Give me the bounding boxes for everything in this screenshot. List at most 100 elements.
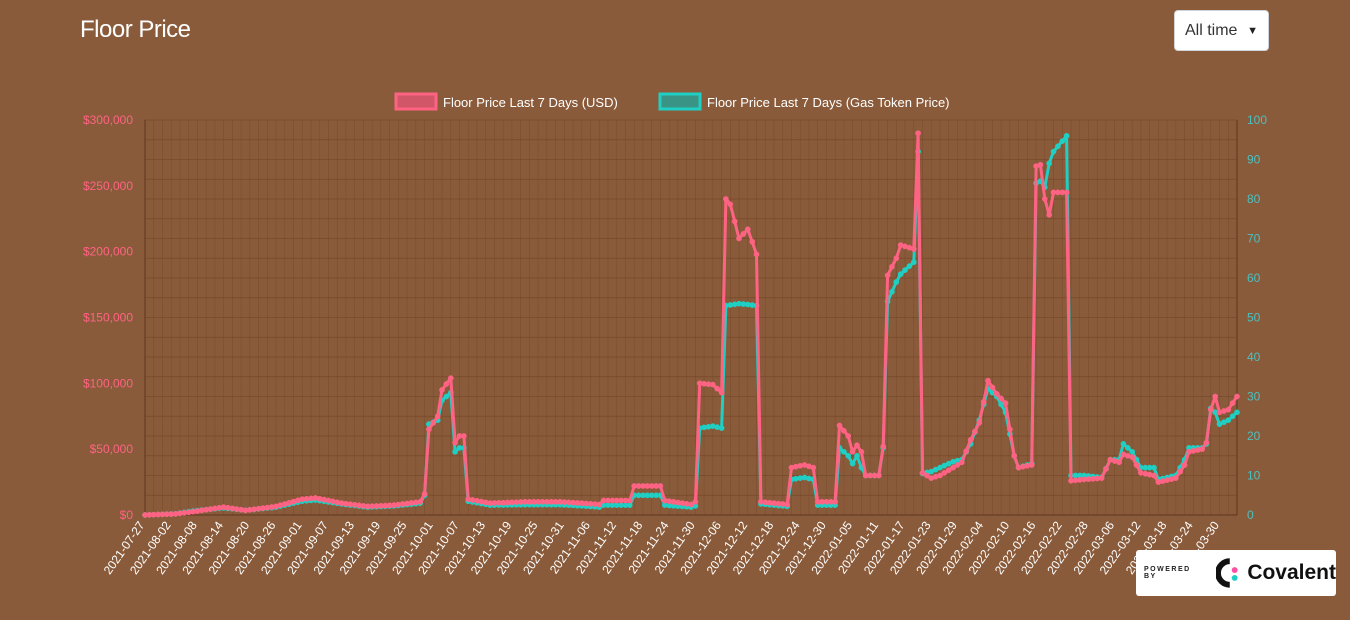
- data-point: [1120, 441, 1127, 447]
- data-point: [889, 288, 895, 295]
- data-point: [727, 201, 734, 208]
- data-point: [1059, 138, 1066, 144]
- page-title: Floor Price: [80, 16, 191, 43]
- data-point: [1151, 464, 1157, 471]
- data-point: [945, 467, 952, 474]
- data-point: [1116, 459, 1122, 466]
- data-point: [421, 491, 428, 497]
- data-point: [950, 464, 956, 471]
- x-axis: 2021-07-272021-08-022021-08-082021-08-14…: [101, 518, 1222, 577]
- data-point: [784, 501, 790, 508]
- data-point: [740, 231, 747, 237]
- data-point: [954, 462, 961, 468]
- data-point: [958, 459, 965, 466]
- data-point: [452, 439, 458, 446]
- data-point: [841, 448, 847, 455]
- data-point: [875, 472, 882, 479]
- data-point: [447, 375, 454, 381]
- data-point: [1063, 189, 1070, 196]
- data-point: [1046, 211, 1053, 218]
- data-point: [692, 498, 699, 505]
- data-point: [736, 235, 742, 242]
- time-range-select[interactable]: All time ▼: [1174, 10, 1269, 51]
- data-point: [967, 437, 974, 443]
- data-point: [1234, 409, 1240, 416]
- data-point: [1037, 161, 1044, 168]
- data-point: [461, 433, 467, 439]
- data-point: [915, 130, 921, 137]
- data-point: [753, 251, 760, 258]
- data-point: [841, 427, 847, 434]
- data-point: [902, 267, 908, 273]
- data-point: [854, 452, 860, 459]
- data-point: [1151, 472, 1157, 479]
- data-point: [845, 452, 852, 459]
- left-tick-label: $300,000: [83, 113, 133, 127]
- data-point: [937, 472, 943, 479]
- data-point: [434, 413, 441, 420]
- right-tick-label: 100: [1247, 113, 1267, 127]
- left-tick-label: $150,000: [83, 311, 133, 325]
- data-point: [854, 442, 860, 449]
- data-point: [749, 238, 756, 245]
- chevron-down-icon: ▼: [1247, 24, 1258, 37]
- data-point: [893, 255, 900, 262]
- data-point: [893, 279, 900, 285]
- series-layer: [142, 130, 1240, 518]
- data-point: [910, 259, 917, 266]
- data-point: [1055, 143, 1061, 150]
- right-tick-label: 40: [1247, 350, 1261, 364]
- legend-swatch: [658, 92, 702, 111]
- data-point: [417, 498, 424, 505]
- data-point: [1181, 462, 1188, 468]
- data-point: [1050, 148, 1057, 155]
- data-point: [430, 419, 437, 426]
- data-point: [426, 426, 432, 433]
- data-point: [1028, 462, 1035, 468]
- series-line: [144, 131, 1239, 517]
- data-point: [989, 384, 996, 391]
- data-point: [1063, 132, 1070, 139]
- data-point: [889, 263, 895, 270]
- data-point: [845, 433, 852, 439]
- left-tick-label: $50,000: [90, 442, 134, 456]
- data-point: [849, 448, 856, 455]
- data-point: [688, 501, 694, 508]
- chart-legend: Floor Price Last 7 Days (USD) Floor Price…: [394, 92, 950, 111]
- data-point: [1234, 393, 1240, 400]
- data-point: [1177, 468, 1184, 475]
- data-point: [1046, 160, 1053, 167]
- right-axis: 0 10 20 30 40 50 60 70 80 90 100: [1247, 113, 1267, 522]
- data-point: [919, 470, 926, 476]
- data-point: [849, 460, 856, 467]
- right-tick-label: 0: [1247, 508, 1254, 522]
- data-point: [443, 393, 450, 400]
- right-tick-label: 90: [1247, 153, 1261, 167]
- right-tick-label: 60: [1247, 271, 1261, 285]
- data-point: [880, 443, 887, 450]
- chart-grid: [144, 119, 1238, 516]
- covalent-badge[interactable]: POWERED BY Covalent: [1136, 550, 1336, 596]
- data-point: [723, 196, 729, 202]
- data-point: [657, 483, 664, 489]
- data-point: [718, 425, 725, 431]
- data-point: [1212, 393, 1219, 400]
- data-point: [1203, 439, 1210, 446]
- data-point: [1207, 406, 1214, 413]
- covalent-logo-icon: [1215, 558, 1238, 588]
- data-point: [1199, 446, 1205, 453]
- data-point: [910, 246, 917, 252]
- right-tick-label: 20: [1247, 429, 1261, 443]
- right-tick-label: 50: [1247, 311, 1261, 325]
- data-point: [709, 381, 716, 388]
- right-tick-label: 10: [1247, 469, 1261, 483]
- powered-by-label: POWERED BY: [1144, 566, 1191, 580]
- data-point: [1007, 426, 1013, 433]
- left-axis: $0 $50,000 $100,000 $150,000 $200,000 $250,00…: [83, 113, 133, 522]
- data-point: [906, 263, 913, 269]
- left-tick-label: $200,000: [83, 245, 133, 259]
- data-point: [836, 422, 843, 429]
- data-point: [439, 387, 445, 393]
- data-point: [1103, 466, 1109, 472]
- brand-name: Covalent: [1247, 561, 1336, 584]
